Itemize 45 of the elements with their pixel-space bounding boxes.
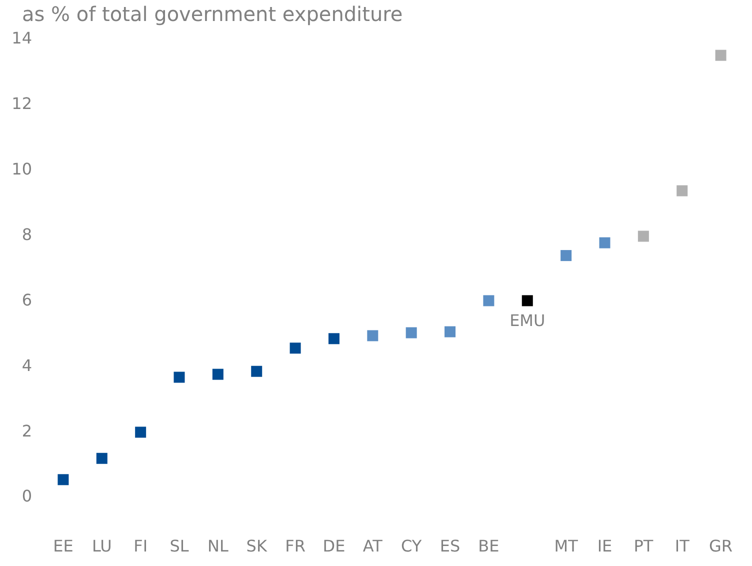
x-tick-label: AT [362, 536, 383, 556]
point [599, 237, 610, 248]
point [638, 230, 649, 242]
point [58, 474, 69, 486]
x-tick-label: DE [322, 536, 346, 556]
point [251, 366, 262, 377]
x-tick-label: FI [134, 536, 148, 556]
x-tick-label: IE [597, 536, 612, 556]
point [560, 250, 572, 262]
point [406, 327, 417, 338]
x-tick-label: FR [285, 536, 306, 556]
point [715, 50, 726, 61]
point [174, 372, 185, 383]
chart-title: as % of total government expenditure [22, 2, 403, 26]
point [444, 326, 456, 338]
point [676, 185, 688, 196]
point [328, 333, 340, 344]
y-tick-label: 6 [22, 290, 32, 310]
x-tick-label: NL [207, 536, 228, 556]
point [135, 426, 146, 438]
point [96, 452, 108, 464]
x-tick-label: SL [170, 536, 189, 556]
y-tick-label: 14 [12, 28, 32, 48]
y-tick-label: 8 [22, 224, 32, 244]
point [483, 295, 494, 306]
x-tick-label: CY [401, 536, 422, 556]
x-tick-label: GR [709, 536, 733, 556]
x-tick-label: BE [478, 536, 500, 556]
point [367, 330, 378, 342]
point [522, 295, 533, 306]
point [212, 368, 224, 380]
y-tick-label: 10 [12, 160, 32, 179]
y-tick-label: 12 [12, 94, 32, 114]
y-tick-label: 0 [22, 486, 32, 506]
x-tick-label: IT [674, 536, 690, 556]
x-tick-label: SK [246, 536, 268, 556]
point [290, 342, 301, 354]
x-tick-label: PT [634, 536, 654, 556]
y-tick-label: 4 [22, 356, 32, 375]
x-tick-label: ES [440, 536, 460, 556]
x-tick-label: LU [92, 536, 112, 556]
x-tick-label: EE [53, 536, 74, 556]
annotation: EMU [510, 311, 546, 330]
y-tick-label: 2 [22, 421, 32, 440]
x-tick-label: MT [554, 536, 578, 556]
